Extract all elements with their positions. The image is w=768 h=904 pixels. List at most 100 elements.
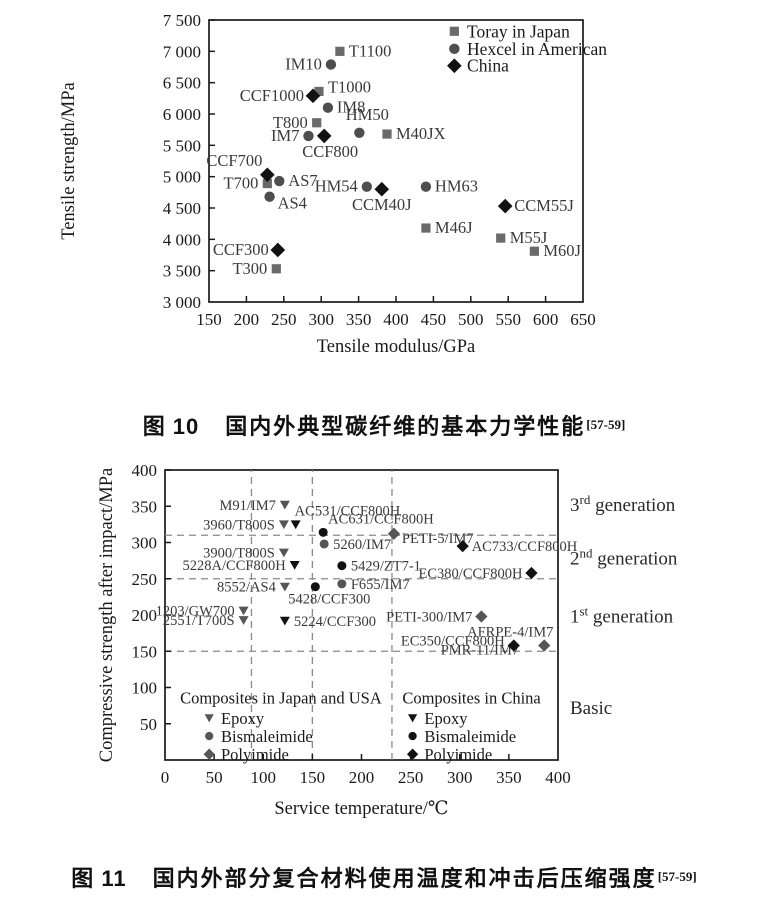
inplot-legend-label-polyimide: Polyimide (424, 745, 492, 764)
y-tick-label: 6 500 (163, 74, 201, 93)
inplot-legend-label-epoxy: Epoxy (424, 709, 468, 728)
data-point-label-AC531-CCF800H: AC531/CCF800H (295, 503, 401, 519)
data-point-label-HM63: HM63 (435, 177, 478, 196)
inplot-legend-diamond-marker (203, 748, 215, 760)
y-tick-label: 5 500 (163, 136, 201, 155)
data-point-label-T700: T700 (224, 174, 259, 193)
x-tick-label: 150 (196, 310, 222, 329)
legend-diamond-marker (447, 58, 462, 74)
data-point-label-8552-AS4: 8552/AS4 (217, 580, 277, 596)
data-point-label-F655-IM7: F655/IM7 (351, 577, 410, 593)
figure11-caption-reference: [57-59] (657, 869, 697, 884)
data-point-IM7 (303, 130, 314, 142)
x-tick-label: 300 (308, 310, 334, 329)
data-point-label-AS4: AS4 (278, 194, 307, 213)
data-point-label-2551-T700S: 2551/T700S (163, 613, 235, 629)
figure11-caption-text: 国内外部分复合材料使用温度和冲击后压缩强度 (152, 866, 657, 891)
legend-label-square: Toray in Japan (467, 21, 570, 41)
data-point-CCM55J (497, 198, 513, 214)
data-point-5224-CCF300 (279, 616, 290, 626)
data-point-HM54 (361, 181, 373, 192)
y-tick-label: 6 000 (163, 105, 201, 124)
data-point-CCF300 (270, 242, 286, 258)
data-point-CCM40J (374, 181, 390, 197)
series-composites-in-china: AC531/CCF800H 5228A/CCF800H 5224/CCF300 AC6… (183, 503, 578, 652)
data-point-IM10 (325, 59, 337, 70)
generation-label-2nd: 2nd generation (570, 545, 678, 569)
y-tick-label: 3 500 (163, 262, 201, 281)
figure11-csai-scatter-chart: 0 50 100 150 200 250 300 350 400 50 100 150 200 250 30… (97, 461, 678, 819)
x-tick-label: 350 (496, 768, 522, 787)
inplot-legend-triangle-marker (407, 714, 418, 723)
x-tick-label: 50 (206, 768, 223, 787)
y-axis-label: Tensile strength/MPa (59, 82, 79, 239)
x-tick-label: 250 (398, 768, 424, 787)
data-point-M60J (529, 246, 539, 256)
data-point-AFRPE-4-IM7 (538, 639, 551, 652)
data-point-F655-IM7 (337, 579, 347, 589)
inplot-legend-group-title-0: Composites in Japan and USA (180, 689, 382, 708)
x-tick-label: 250 (271, 310, 297, 329)
data-point-label-IM10: IM10 (285, 54, 322, 73)
x-tick-label: 200 (349, 768, 375, 787)
data-point-label-AS7: AS7 (288, 171, 317, 190)
legend-square-marker (449, 26, 459, 36)
figure11-caption-number: 图 11 (71, 866, 127, 891)
data-point-8552-AS4 (279, 582, 290, 592)
data-point-M91-IM7 (279, 500, 290, 510)
data-point-3960-T800S (278, 520, 289, 530)
data-point-label-M55J: M55J (510, 228, 548, 247)
x-tick-label: 200 (234, 310, 260, 329)
figure11-caption: 图 11 国内外部分复合材料使用温度和冲击后压缩强度 [57-59] (0, 844, 768, 904)
data-point-M55J (496, 233, 506, 243)
y-tick-label: 7 500 (163, 11, 201, 30)
data-point-label-T800: T800 (273, 113, 308, 132)
x-tick-label: 300 (447, 768, 473, 787)
data-point-label-3900-T800S: 3900/T800S (203, 546, 275, 562)
figure10-caption-number: 图 10 (142, 414, 200, 439)
inplot-legend-triangle-marker (204, 714, 214, 723)
x-tick-label: 400 (545, 768, 571, 787)
y-tick-label: 50 (140, 715, 157, 734)
inplot-legend-diamond-marker (406, 748, 419, 760)
figure10-tensile-scatter-chart: 150 200 250 300 350 400 450 500 550 600 650 3 000 3 … (59, 11, 607, 357)
figure10-caption-text: 国内外典型碳纤维的基本力学性能 (225, 414, 586, 439)
data-point-label-5260-IM7: 5260/IM7 (333, 537, 391, 553)
data-point-label-M46J: M46J (435, 218, 473, 237)
inplot-legend-circle-marker (408, 731, 417, 741)
data-point-5228A-CCF800H (289, 560, 300, 570)
data-point-label-CCF800: CCF800 (302, 142, 358, 161)
data-point-5428-CCF300 (310, 582, 320, 592)
data-point-5429-ZT7-1 (337, 561, 347, 571)
y-tick-label: 200 (132, 606, 158, 625)
data-point-HM50 (354, 127, 365, 138)
data-point-M40JX (382, 129, 392, 139)
generation-label-basic: Basic (570, 698, 612, 719)
x-axis-label: Service temperature/℃ (274, 799, 448, 819)
data-point-2551-T700S (238, 616, 249, 625)
data-point-3900-T800S (278, 548, 289, 558)
data-point-label-M60J: M60J (543, 241, 581, 260)
data-point-AS4 (264, 191, 275, 202)
data-point-T800 (312, 118, 322, 128)
data-point-CCF800 (316, 128, 332, 144)
data-point-label-CCM55J: CCM55J (514, 196, 574, 215)
legend-label-diamond: China (467, 56, 509, 76)
inplot-legend-group-title-1: Composites in China (402, 689, 541, 708)
inplot-legend-label-epoxy: Epoxy (221, 709, 265, 728)
y-tick-label: 4 500 (163, 199, 201, 218)
y-tick-label: 350 (132, 497, 158, 516)
y-tick-label: 3 000 (163, 293, 201, 312)
x-tick-label: 500 (458, 310, 484, 329)
data-point-5260-IM7 (319, 539, 329, 549)
y-tick-label: 150 (132, 642, 158, 661)
inplot-legend-label-bismaleimide: Bismaleimide (424, 727, 516, 746)
data-point-label-PETI-5-IM7: PETI-5/IM7 (402, 531, 474, 547)
data-point-label-CCF300: CCF300 (213, 240, 269, 259)
figure10-caption-reference: [57-59] (586, 417, 626, 432)
data-point-label-AC631-CCF800H: AC631/CCF800H (328, 511, 434, 527)
y-tick-label: 300 (132, 534, 158, 553)
data-point-label-M91-IM7: M91/IM7 (219, 498, 275, 514)
